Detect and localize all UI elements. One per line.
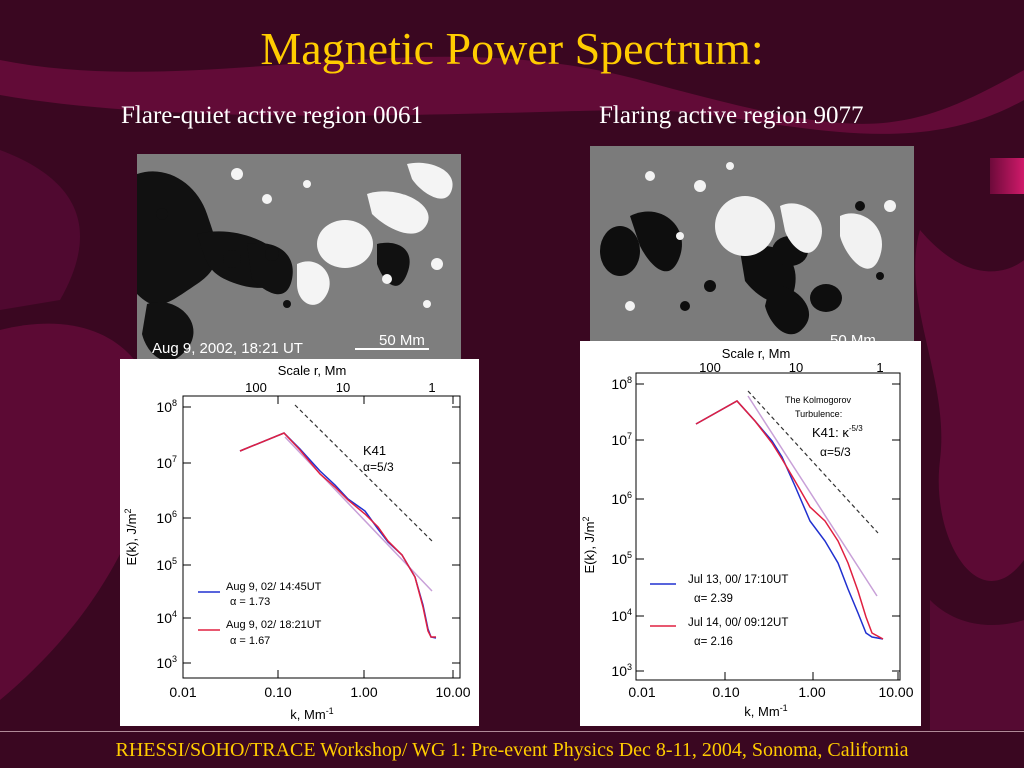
top-tick-label: 10 <box>336 380 350 395</box>
y-tick-label: 104 <box>156 609 177 626</box>
reference-label: K41 <box>363 443 386 458</box>
footer-text: RHESSI/SOHO/TRACE Workshop/ WG 1: Pre-ev… <box>115 739 909 761</box>
y-tick-label: 106 <box>611 490 632 507</box>
x-tick-label: 0.01 <box>169 684 196 700</box>
legend-alpha: α = 1.73 <box>230 596 270 608</box>
x-tick-label: 0.10 <box>712 684 739 700</box>
x-tick-label: 1.00 <box>350 684 377 700</box>
magnetogram-flaring-region: 50 Mm <box>590 146 914 342</box>
magnetogram-quiet-region: Aug 9, 2002, 18:21 UT 50 Mm <box>137 154 461 360</box>
reference-note: Turbulence: <box>795 409 842 419</box>
x-tick-label: 1.00 <box>798 684 825 700</box>
y-tick-label: 103 <box>611 662 632 679</box>
y-tick-labels: 103 104 105 106 107 108 <box>156 398 177 671</box>
top-tick-label: 10 <box>789 360 803 375</box>
y-tick-label: 104 <box>611 607 632 624</box>
reference-label: K41: κ-5/3 <box>812 424 863 440</box>
legend-alpha: α= 2.16 <box>694 636 733 648</box>
series-line-red <box>239 432 436 638</box>
x-tick-label: 0.10 <box>264 684 291 700</box>
power-spectrum-plot-quiet: Scale r, Mm 100 10 1 0.01 0.10 1.00 10.0… <box>120 359 479 726</box>
y-tick-label: 107 <box>156 454 177 471</box>
decorative-tab <box>990 158 1024 194</box>
y-tick-label: 105 <box>156 556 177 573</box>
top-tick-label: 1 <box>428 380 435 395</box>
power-spectrum-plot-flaring: Scale r, Mm 100 10 1 0.01 0.10 1.00 10.0… <box>580 341 921 726</box>
x-tick-label: 10.00 <box>878 684 913 700</box>
top-axis-title: Scale r, Mm <box>722 346 791 361</box>
x-axis-title: k, Mm-1 <box>744 703 787 719</box>
footer-divider <box>0 731 1024 732</box>
y-axis-title: E(k), J/m2 <box>581 516 597 573</box>
magnetogram-timestamp: Aug 9, 2002, 18:21 UT <box>152 340 303 357</box>
y-tick-label: 107 <box>611 431 632 448</box>
reference-alpha: α=5/3 <box>820 445 851 459</box>
y-axis-title: E(k), J/m2 <box>123 508 139 565</box>
y-tick-label: 106 <box>156 509 177 526</box>
x-axis-title: k, Mm-1 <box>290 706 333 722</box>
reference-note: The Kolmogorov <box>785 395 852 405</box>
top-axis-title: Scale r, Mm <box>278 363 347 378</box>
legend-alpha: α = 1.67 <box>230 635 270 647</box>
legend-label: Aug 9, 02/ 14:45UT <box>226 581 322 593</box>
y-tick-label: 108 <box>156 398 177 415</box>
y-tick-label: 105 <box>611 550 632 567</box>
top-tick-label: 100 <box>699 360 721 375</box>
legend-alpha: α= 2.39 <box>694 593 733 605</box>
y-tick-labels: 103 104 105 106 107 108 <box>611 375 632 679</box>
y-tick-label: 108 <box>611 375 632 392</box>
fit-line-1 <box>747 395 878 597</box>
top-tick-label: 1 <box>876 360 883 375</box>
x-tick-label: 0.01 <box>628 684 655 700</box>
legend-label: Jul 14, 00/ 09:12UT <box>688 617 788 629</box>
subtitle-quiet-region: Flare-quiet active region 0061 <box>121 102 423 129</box>
legend-label: Jul 13, 00/ 17:10UT <box>688 574 788 586</box>
reference-alpha: α=5/3 <box>363 460 394 474</box>
magnetogram-scale-label: 50 Mm <box>830 332 876 342</box>
subtitle-flaring-region: Flaring active region 9077 <box>599 102 864 129</box>
legend-label: Aug 9, 02/ 18:21UT <box>226 619 322 631</box>
slide-title: Magnetic Power Spectrum: <box>260 23 764 74</box>
top-tick-label: 100 <box>245 380 267 395</box>
y-tick-label: 103 <box>156 654 177 671</box>
x-tick-label: 10.00 <box>435 684 470 700</box>
k41-reference-line <box>294 404 434 543</box>
series-line-red <box>695 400 884 640</box>
magnetogram-scale-label: 50 Mm <box>379 332 425 349</box>
